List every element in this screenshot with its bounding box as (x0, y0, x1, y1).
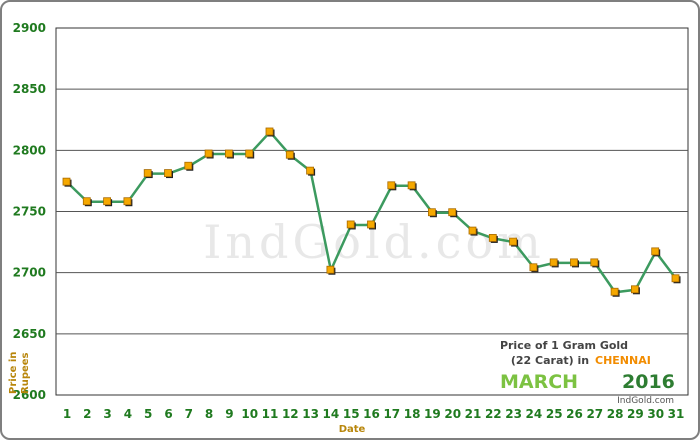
x-tick-label: 19 (424, 407, 441, 421)
data-point (509, 237, 518, 246)
annotation-month: MARCH (500, 371, 578, 393)
data-point (590, 258, 599, 267)
data-point (82, 197, 91, 206)
x-tick-label: 1 (63, 407, 71, 421)
x-tick-label: 27 (586, 407, 603, 421)
data-point (448, 208, 457, 217)
x-tick-label: 2 (83, 407, 91, 421)
data-point (387, 181, 396, 190)
x-tick-label: 17 (383, 407, 400, 421)
x-tick-label: 14 (323, 407, 340, 421)
data-point (407, 181, 416, 190)
x-tick-label: 5 (144, 407, 152, 421)
series-layer (62, 127, 681, 297)
x-tick-label: 28 (607, 407, 624, 421)
y-tick-label: 2600 (13, 388, 46, 402)
y-tick-label: 2800 (13, 143, 46, 157)
data-point (367, 220, 375, 229)
data-point (204, 149, 213, 158)
data-point (346, 220, 355, 229)
x-tick-label: 26 (566, 407, 583, 421)
data-point (570, 258, 578, 267)
data-point (651, 247, 660, 256)
x-tick-label: 29 (627, 407, 644, 421)
data-point (265, 127, 274, 136)
annotation-line2: (22 Carat) in (511, 354, 589, 367)
x-tick-label: 4 (124, 407, 132, 421)
x-tick-label: 31 (668, 407, 685, 421)
data-point (62, 177, 71, 186)
data-point (468, 226, 477, 235)
y-axis-label-line1: Price in (8, 352, 19, 394)
data-point (488, 234, 497, 242)
x-tick-label: 7 (185, 407, 193, 421)
x-tick-label: 9 (225, 407, 233, 421)
x-tick-label: 21 (465, 407, 482, 421)
x-axis-label: Date (339, 424, 366, 435)
y-tick-label: 2650 (13, 327, 46, 341)
data-point (143, 169, 152, 177)
x-tick-label: 6 (164, 407, 172, 421)
data-point (549, 258, 558, 267)
annotation-year: 2016 (622, 371, 675, 393)
data-point (184, 161, 193, 170)
x-tick-label: 13 (302, 407, 319, 421)
y-tick-label: 2750 (13, 205, 46, 219)
data-point (671, 274, 680, 283)
data-point (326, 265, 335, 274)
data-point (164, 169, 172, 177)
data-point (224, 149, 233, 158)
data-point (103, 197, 111, 206)
data-point (245, 149, 254, 158)
data-point (285, 150, 294, 159)
x-tick-label: 25 (546, 407, 563, 421)
data-point (306, 166, 315, 175)
x-tick-label: 16 (363, 407, 380, 421)
x-tick-label: 18 (404, 407, 421, 421)
y-axis-ticks: 2600 2650 2700 2750 2800 2850 2900 (13, 21, 46, 402)
x-tick-label: 23 (505, 407, 522, 421)
data-point (123, 197, 132, 206)
x-tick-label: 8 (205, 407, 213, 421)
x-tick-label: 24 (526, 407, 543, 421)
x-tick-label: 20 (444, 407, 461, 421)
x-tick-label: 10 (241, 407, 258, 421)
x-tick-label: 11 (262, 407, 279, 421)
x-tick-label: 22 (485, 407, 502, 421)
y-tick-label: 2850 (13, 82, 46, 96)
y-tick-label: 2900 (13, 21, 46, 35)
annotation-line1: Price of 1 Gram Gold (500, 339, 628, 352)
x-axis-ticks: 1 2 3 4 5 6 7 8 9 10 11 12 13 14 15 16 17 18 19 20 21 22 23 24 2… (63, 407, 685, 421)
x-tick-label: 30 (647, 407, 664, 421)
annotation-city: CHENNAI (595, 354, 651, 367)
x-tick-label: 15 (343, 407, 360, 421)
x-tick-label: 3 (103, 407, 111, 421)
grid-lines (55, 27, 689, 396)
data-point (427, 208, 436, 217)
data-point (631, 285, 639, 294)
data-point (610, 287, 619, 296)
y-axis-label-line2: Rupees (20, 352, 31, 394)
y-tick-label: 2700 (13, 266, 46, 280)
annotation-box: Price of 1 Gram Gold (22 Carat) in CHENN… (500, 339, 675, 406)
x-tick-label: 12 (282, 407, 299, 421)
data-point (529, 263, 538, 272)
annotation-site: IndGold.com (617, 396, 674, 406)
